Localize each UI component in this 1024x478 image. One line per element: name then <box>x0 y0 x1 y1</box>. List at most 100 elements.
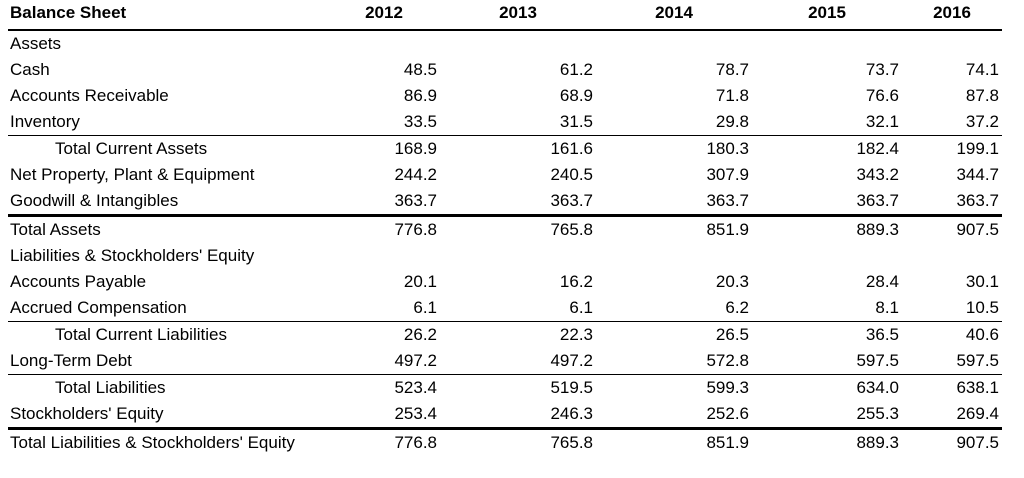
cell-value <box>328 243 440 269</box>
cell-value: 765.8 <box>550 220 593 239</box>
cell-value: 87.8 <box>965 86 999 105</box>
cell-value: 519.5 <box>550 378 593 397</box>
table-row: Inventory 33.5 31.5 29.8 32.1 37.2 <box>8 109 1002 136</box>
cell-value: 776.8 <box>394 220 437 239</box>
cell-value: 6.1 <box>413 298 437 317</box>
year-header-2012: 2012 <box>365 3 403 22</box>
cell-value <box>902 243 1002 269</box>
cell-value <box>440 243 596 269</box>
cell-value <box>752 30 902 57</box>
cell-value: 363.7 <box>550 191 593 210</box>
cell-value: 497.2 <box>394 351 437 370</box>
cell-value: 851.9 <box>706 220 749 239</box>
cell-value: 40.6 <box>965 325 999 344</box>
row-label-cell: Accrued Compensation <box>8 295 328 322</box>
cell-value: 8.1 <box>875 298 899 317</box>
cell-value <box>902 30 1002 57</box>
row-label: Assets <box>10 34 62 53</box>
cell-value: 269.4 <box>956 404 999 423</box>
cell-value: 161.6 <box>550 139 593 158</box>
cell-value: 48.5 <box>403 60 437 79</box>
row-label-cell: Liabilities & Stockholders' Equity <box>8 243 328 269</box>
table-row: Total Liabilities 523.4 519.5 599.3 634.0 638… <box>8 374 1002 402</box>
row-label: Total Liabilities <box>55 378 166 397</box>
cell-value: 889.3 <box>856 433 899 452</box>
header-row: Balance Sheet 2012 2013 2014 2015 2016 <box>8 1 1002 30</box>
cell-value: 246.3 <box>550 404 593 423</box>
cell-value <box>596 30 752 57</box>
cell-value: 638.1 <box>956 378 999 397</box>
row-label-cell: Net Property, Plant & Equipment <box>8 162 328 188</box>
cell-value: 6.1 <box>569 298 593 317</box>
cell-value: 199.1 <box>956 139 999 158</box>
cell-value: 572.8 <box>706 351 749 370</box>
cell-value: 10.5 <box>965 298 999 317</box>
cell-value: 343.2 <box>856 165 899 184</box>
row-label: Total Assets <box>10 220 101 239</box>
cell-value: 71.8 <box>715 86 749 105</box>
table-row: Accounts Payable 20.1 16.2 20.3 28.4 30.1 <box>8 269 1002 295</box>
cell-value: 597.5 <box>956 351 999 370</box>
cell-value: 26.2 <box>403 325 437 344</box>
cell-value: 61.2 <box>559 60 593 79</box>
cell-value: 32.1 <box>865 112 899 131</box>
cell-value: 74.1 <box>965 60 999 79</box>
cell-value: 29.8 <box>715 112 749 131</box>
row-label-cell: Goodwill & Intangibles <box>8 188 328 216</box>
table-row: Total Liabilities & Stockholders' Equity… <box>8 428 1002 457</box>
row-label-cell: Accounts Receivable <box>8 83 328 109</box>
cell-value: 26.5 <box>715 325 749 344</box>
row-label-cell: Total Current Liabilities <box>8 322 328 349</box>
cell-value: 344.7 <box>956 165 999 184</box>
cell-value: 168.9 <box>394 139 437 158</box>
cell-value: 20.1 <box>403 272 437 291</box>
cell-value: 76.6 <box>865 86 899 105</box>
cell-value: 68.9 <box>559 86 593 105</box>
cell-value: 73.7 <box>865 60 899 79</box>
cell-value: 37.2 <box>965 112 999 131</box>
cell-value: 765.8 <box>550 433 593 452</box>
year-header-2013: 2013 <box>499 3 537 22</box>
row-label: Inventory <box>10 112 80 131</box>
table-row: Long-Term Debt 497.2 497.2 572.8 597.5 597.5 <box>8 348 1002 375</box>
year-header-2016: 2016 <box>933 3 971 22</box>
table-row: Goodwill & Intangibles 363.7 363.7 363.7 363… <box>8 188 1002 216</box>
cell-value: 86.9 <box>403 86 437 105</box>
cell-value: 851.9 <box>706 433 749 452</box>
cell-value: 776.8 <box>394 433 437 452</box>
cell-value: 889.3 <box>856 220 899 239</box>
cell-value: 634.0 <box>856 378 899 397</box>
cell-value <box>596 243 752 269</box>
cell-value <box>328 30 440 57</box>
table-row: Total Current Assets 168.9 161.6 180.3 182.4… <box>8 135 1002 163</box>
cell-value: 244.2 <box>394 165 437 184</box>
cell-value: 240.5 <box>550 165 593 184</box>
cell-value: 307.9 <box>706 165 749 184</box>
cell-value <box>440 30 596 57</box>
table-row: Total Current Liabilities 26.2 22.3 26.5 36.… <box>8 321 1002 349</box>
table-title: Balance Sheet <box>10 3 127 22</box>
cell-value: 30.1 <box>965 272 999 291</box>
cell-value: 363.7 <box>956 191 999 210</box>
table-row: Cash 48.5 61.2 78.7 73.7 74.1 <box>8 57 1002 83</box>
row-label-cell: Inventory <box>8 109 328 136</box>
row-label-cell: Total Liabilities <box>8 375 328 402</box>
cell-value: 28.4 <box>865 272 899 291</box>
row-label: Accounts Payable <box>10 272 147 291</box>
cell-value: 363.7 <box>394 191 437 210</box>
cell-value: 16.2 <box>559 272 593 291</box>
row-label: Accrued Compensation <box>10 298 187 317</box>
row-label: Total Current Assets <box>55 139 208 158</box>
year-header-2015: 2015 <box>808 3 846 22</box>
row-label-cell: Long-Term Debt <box>8 348 328 375</box>
cell-value: 182.4 <box>856 139 899 158</box>
row-label: Goodwill & Intangibles <box>10 191 179 210</box>
row-label-cell: Stockholders' Equity <box>8 401 328 429</box>
table-row: Accrued Compensation 6.1 6.1 6.2 8.1 10.5 <box>8 295 1002 322</box>
cell-value: 33.5 <box>403 112 437 131</box>
row-label: Long-Term Debt <box>10 351 132 370</box>
cell-value: 255.3 <box>856 404 899 423</box>
cell-value: 599.3 <box>706 378 749 397</box>
row-label: Liabilities & Stockholders' Equity <box>10 246 255 265</box>
row-label-cell: Total Assets <box>8 216 328 244</box>
